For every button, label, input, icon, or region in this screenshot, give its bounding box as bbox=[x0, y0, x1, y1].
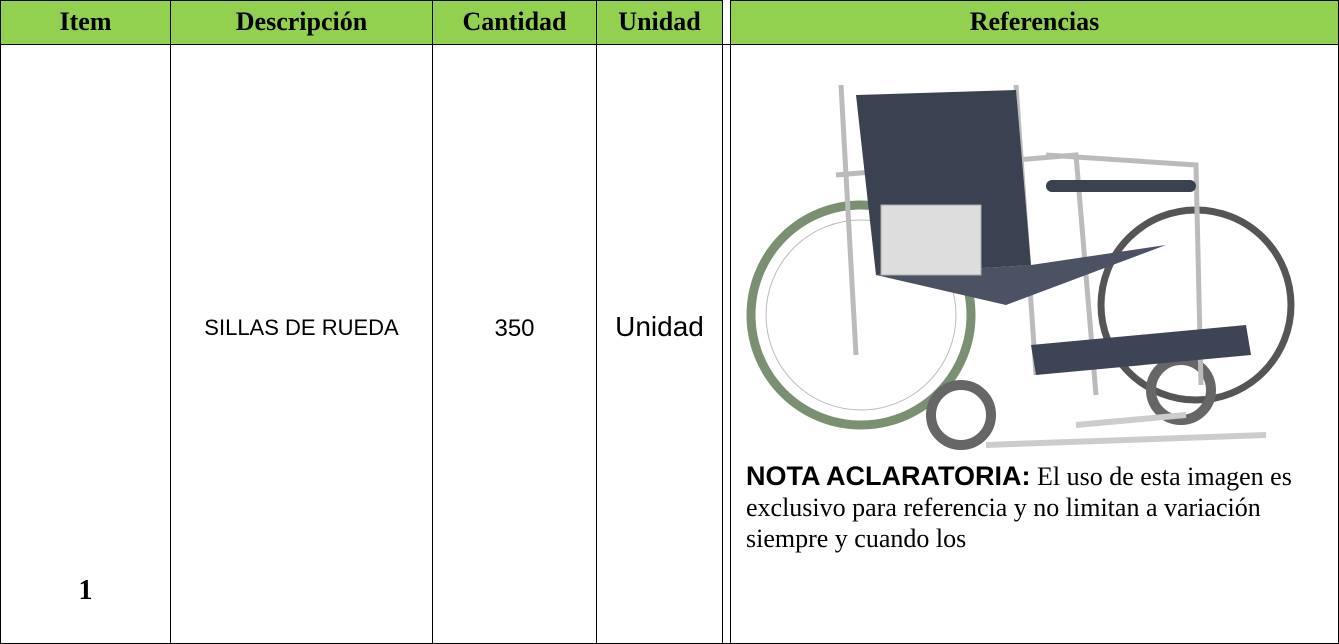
item-number: 1 bbox=[78, 575, 93, 606]
note: NOTA ACLARATORIA: El uso de esta imagen … bbox=[746, 461, 1323, 554]
header-cell: Cantidad bbox=[432, 0, 597, 45]
note-label: NOTA ACLARATORIA: bbox=[746, 461, 1031, 491]
header-cell: Descripción bbox=[170, 0, 433, 45]
description-cell: SILLAS DE RUEDA bbox=[170, 44, 433, 644]
header-cell: Item bbox=[0, 0, 171, 45]
item-cell: 1 bbox=[0, 44, 171, 644]
description: SILLAS DE RUEDA bbox=[204, 315, 399, 340]
header-cell: Unidad bbox=[596, 0, 723, 45]
references-cell: NOTA ACLARATORIA: El uso de esta imagen … bbox=[730, 44, 1339, 644]
header-cell: Referencias bbox=[730, 0, 1339, 45]
unit: Unidad bbox=[615, 311, 704, 342]
unit-cell: Unidad bbox=[596, 44, 723, 644]
quantity: 350 bbox=[494, 315, 535, 342]
note-text: El uso de esta imagen es exclusivo para … bbox=[746, 462, 1292, 553]
wheelchair-image bbox=[746, 84, 1295, 450]
quantity-cell: 350 bbox=[432, 44, 597, 644]
